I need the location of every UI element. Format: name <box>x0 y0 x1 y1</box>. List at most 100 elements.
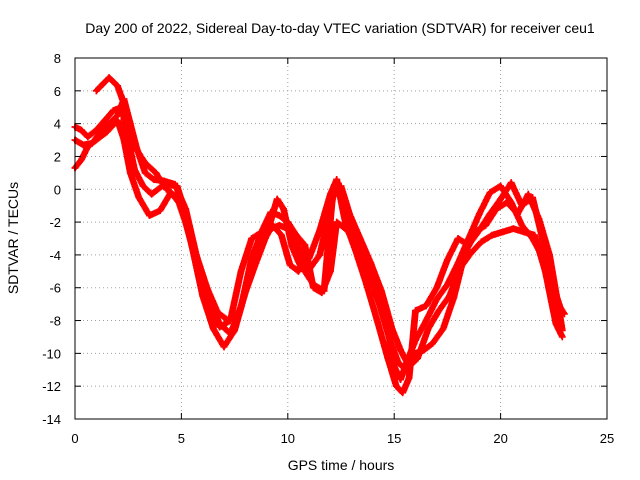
data-point <box>152 169 160 177</box>
y-tick-label: 6 <box>54 84 61 99</box>
data-point <box>288 243 296 251</box>
data-point <box>301 241 309 249</box>
data-point <box>237 304 245 311</box>
data-point <box>556 313 564 321</box>
data-point <box>520 228 528 236</box>
y-axis-label: SDTVAR / TECUs <box>5 182 21 294</box>
plot-frame <box>74 57 608 420</box>
data-point <box>558 333 566 341</box>
data-point <box>141 169 149 177</box>
y-tick-label: -4 <box>49 248 61 263</box>
data-point <box>273 195 281 203</box>
data-point <box>509 225 517 233</box>
data-point <box>114 82 121 90</box>
series-track-4 <box>92 74 566 374</box>
data-marks <box>71 74 568 397</box>
x-tick-label: 5 <box>178 431 185 446</box>
data-point <box>478 238 485 246</box>
data-point <box>126 123 134 131</box>
data-point <box>148 190 156 198</box>
data-point <box>248 254 256 262</box>
y-tick-labels: -14 -12 -10 -8 -6 -4 -2 0 2 4 6 8 <box>42 51 61 427</box>
data-point <box>105 120 113 128</box>
data-point <box>486 189 494 196</box>
grid <box>75 58 607 419</box>
y-tick-label: 0 <box>54 182 61 197</box>
data-point <box>497 182 504 190</box>
data-point <box>316 251 324 259</box>
data-point <box>467 249 475 257</box>
data-point <box>444 256 451 264</box>
data-point <box>444 281 451 288</box>
data-point <box>397 376 404 384</box>
data-point <box>156 207 164 215</box>
data-point <box>367 259 375 267</box>
data-point <box>77 126 85 134</box>
data-point <box>450 294 458 301</box>
y-tick-label: -8 <box>49 314 61 329</box>
data-point <box>101 116 109 124</box>
data-point <box>237 267 245 275</box>
y-tick-label: 4 <box>54 117 61 132</box>
data-point <box>503 199 511 206</box>
data-point <box>316 226 324 234</box>
data-point <box>205 297 213 305</box>
data-point <box>541 267 549 275</box>
data-point <box>492 205 500 213</box>
data-point <box>375 300 383 308</box>
data-point <box>482 221 490 229</box>
data-point <box>163 185 170 193</box>
data-point <box>84 133 92 141</box>
data-point <box>405 374 413 382</box>
axis-ticks <box>74 57 608 420</box>
data-point <box>439 325 447 333</box>
data-point <box>173 194 181 201</box>
data-point <box>524 190 532 198</box>
data-point <box>488 231 496 239</box>
data-point <box>412 307 419 315</box>
data-point <box>220 343 228 351</box>
data-point <box>329 194 336 201</box>
data-point <box>424 325 432 333</box>
data-point <box>346 210 353 218</box>
data-point <box>433 295 441 303</box>
y-tick-label: -12 <box>42 379 61 394</box>
data-point <box>337 182 345 190</box>
data-point <box>258 226 266 234</box>
data-point <box>499 228 507 236</box>
data-point <box>433 284 441 292</box>
data-point <box>171 180 179 188</box>
data-point <box>363 281 370 288</box>
data-point <box>388 325 396 333</box>
data-point <box>88 139 96 147</box>
data-point <box>114 112 121 119</box>
data-point <box>139 182 147 190</box>
x-tick-label: 0 <box>71 431 78 446</box>
data-point <box>333 176 341 183</box>
data-point <box>126 169 134 177</box>
data-point <box>275 221 283 229</box>
data-point <box>384 354 392 362</box>
data-point <box>422 302 430 310</box>
y-tick-label: 2 <box>54 149 61 164</box>
x-tick-labels: 0 5 10 15 20 25 <box>71 431 614 446</box>
data-point <box>403 366 411 374</box>
data-point <box>343 226 351 234</box>
data-point <box>373 317 381 324</box>
data-point <box>475 210 483 218</box>
data-point <box>92 87 100 95</box>
data-point <box>150 176 158 183</box>
data-point <box>120 100 128 108</box>
data-point <box>429 340 436 347</box>
data-point <box>535 215 543 223</box>
data-point <box>209 325 217 333</box>
data-point <box>267 225 275 233</box>
data-point <box>309 284 317 292</box>
data-point <box>318 289 326 297</box>
data-point <box>497 195 504 203</box>
data-point <box>292 231 300 239</box>
data-point <box>420 346 428 354</box>
data-point <box>333 218 341 226</box>
data-point <box>295 267 302 275</box>
